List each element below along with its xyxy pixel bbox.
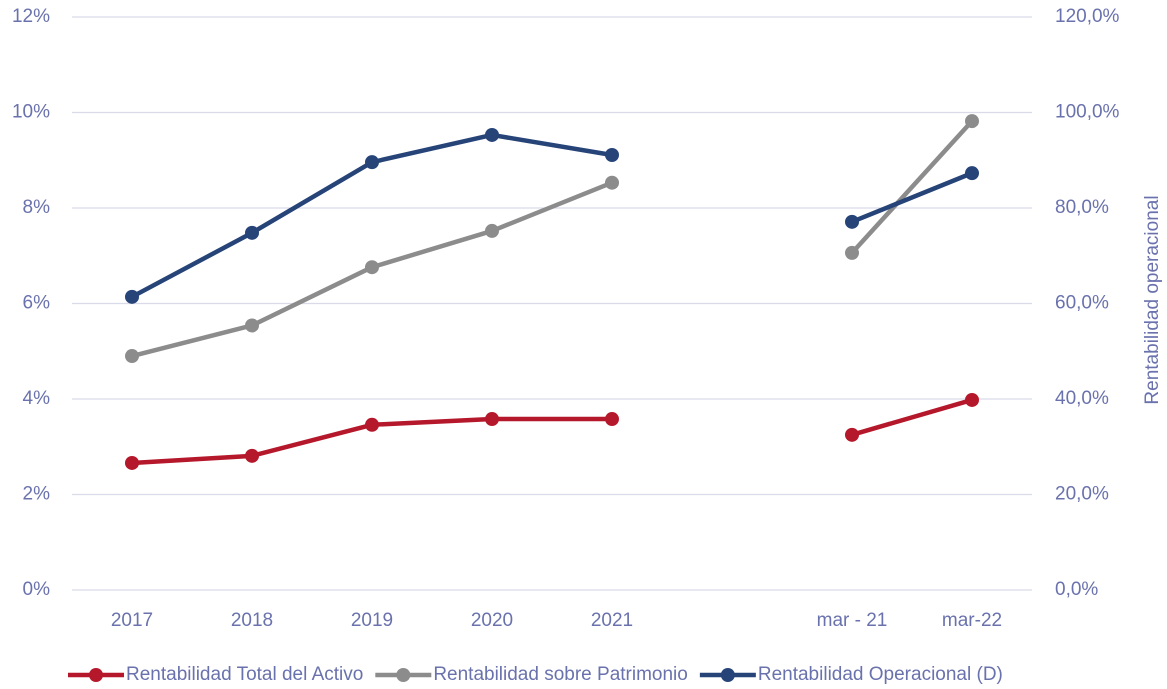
point: [605, 147, 619, 162]
y-tick-label: 4%: [23, 388, 51, 409]
point: [485, 223, 499, 238]
point: [245, 318, 259, 333]
point: [605, 175, 619, 190]
legend-marker: [720, 668, 735, 682]
point: [965, 114, 979, 129]
x-tick-label: 2020: [471, 610, 513, 631]
x-tick-label: 2017: [111, 610, 153, 631]
legend-label: Rentabilidad Total del Activo: [126, 664, 363, 685]
y2-tick-label: 60,0%: [1055, 293, 1109, 314]
x-tick-label: 2018: [231, 610, 273, 631]
point: [245, 448, 259, 463]
legend-marker: [396, 668, 411, 682]
x-tick-label: mar-22: [942, 610, 1002, 631]
y2-tick-label: 0,0%: [1055, 579, 1098, 600]
x-tick-label: 2021: [591, 610, 633, 631]
point: [605, 412, 619, 427]
point: [125, 289, 139, 304]
point: [965, 392, 979, 407]
y-tick-label: 10%: [12, 102, 50, 123]
y2-axis-label: Rentabilidad operacional: [1142, 195, 1163, 404]
y2-tick-label: 120,0%: [1055, 6, 1120, 27]
point: [245, 225, 259, 240]
point: [845, 214, 859, 229]
y-tick-label: 0%: [23, 579, 51, 600]
point: [125, 455, 139, 470]
y-tick-label: 12%: [12, 6, 50, 27]
x-tick-label: 2019: [351, 610, 393, 631]
point: [125, 349, 139, 364]
legend-marker: [89, 668, 103, 682]
legend-label: Rentabilidad Operacional (D): [758, 664, 1003, 685]
point: [485, 127, 499, 142]
y2-tick-label: 20,0%: [1055, 484, 1109, 505]
point: [845, 245, 859, 260]
y2-tick-label: 100,0%: [1055, 102, 1120, 123]
point: [845, 427, 859, 442]
y-tick-label: 8%: [23, 197, 51, 218]
series-line: [130, 132, 973, 299]
point: [965, 166, 979, 181]
y-tick-label: 6%: [23, 293, 51, 314]
point: [365, 417, 379, 432]
point: [485, 412, 499, 427]
legend-label: Rentabilidad sobre Patrimonio: [433, 664, 688, 685]
point: [365, 260, 379, 275]
series-line: [131, 119, 974, 359]
x-tick-label: mar - 21: [817, 610, 888, 631]
y2-tick-label: 40,0%: [1055, 388, 1109, 409]
y-tick-label: 2%: [23, 484, 51, 505]
point: [365, 155, 379, 170]
y2-tick-label: 80,0%: [1055, 197, 1109, 218]
